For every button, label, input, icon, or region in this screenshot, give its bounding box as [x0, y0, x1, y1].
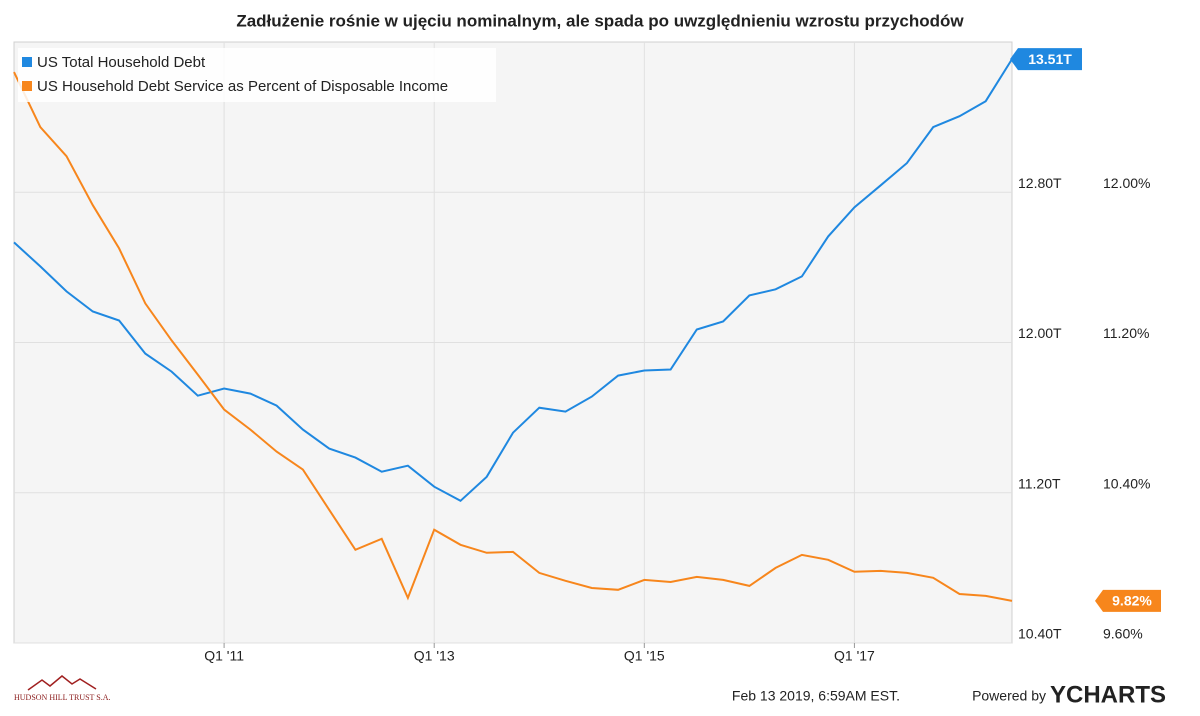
legend: US Total Household Debt US Household Debt…: [18, 48, 496, 102]
x-tick-label: Q1 '15: [624, 648, 665, 664]
y-tick-label: 10.40T: [1018, 626, 1062, 642]
end-label-box: [1010, 48, 1082, 71]
legend-box: [18, 48, 496, 102]
y-tick-label: 12.80T: [1018, 175, 1062, 191]
footer: HUDSON HILL TRUST S.A. Feb 13 2019, 6:59…: [14, 675, 1166, 708]
labels: 10.40T 11.20T 12.00T 12.80T 9.60% 10.40% 11.20…: [204, 48, 1161, 664]
legend-swatch: [22, 57, 32, 67]
y2-tick-label: 11.20%: [1103, 325, 1149, 341]
y-tick-label: 11.20T: [1018, 475, 1061, 491]
x-tick-label: Q1 '13: [414, 648, 455, 664]
y2-tick-label: 9.60%: [1103, 626, 1143, 642]
grid: [14, 42, 1012, 644]
logo-mark: [27, 675, 97, 691]
powered-by: Powered by: [972, 688, 1046, 704]
y2-tick-label: 12.00%: [1103, 175, 1150, 191]
logo-text: HUDSON HILL TRUST S.A.: [14, 693, 111, 702]
legend-swatch: [22, 81, 32, 91]
lines: [13, 58, 1013, 602]
end-label: 13.51T: [1028, 51, 1072, 67]
series-line: [13, 71, 1013, 602]
series-line: [13, 58, 1013, 503]
legend-label: US Household Debt Service as Percent of …: [37, 78, 448, 95]
end-label: 9.82%: [1112, 593, 1152, 609]
timestamp: Feb 13 2019, 6:59AM EST.: [732, 688, 900, 704]
end-label-box: [1095, 589, 1161, 612]
y-tick-label: 12.00T: [1018, 325, 1062, 341]
y2-tick-label: 10.40%: [1103, 475, 1150, 491]
legend-label: US Total Household Debt: [37, 54, 206, 71]
brand: YCHARTS: [1050, 681, 1166, 708]
chart-title: Zadłużenie rośnie w ujęciu nominalnym, a…: [236, 11, 964, 30]
x-tick-label: Q1 '11: [204, 648, 244, 664]
x-tick-label: Q1 '17: [834, 648, 875, 664]
